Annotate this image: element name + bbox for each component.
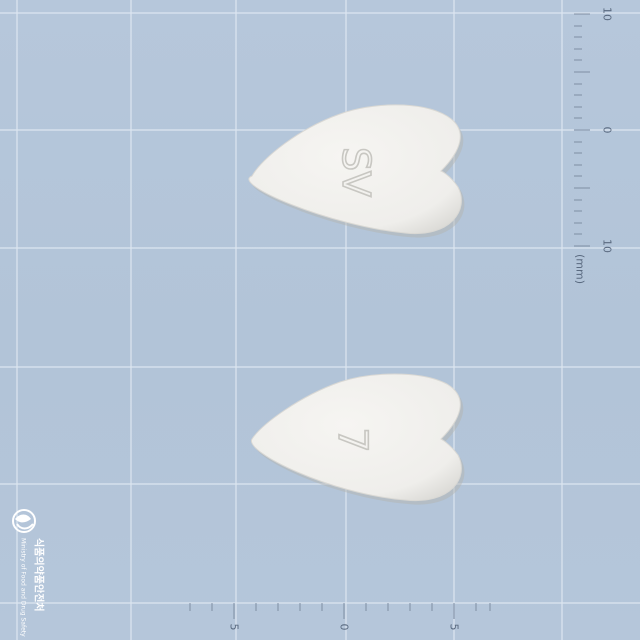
watermark-english: Ministry of Food and Drug Safety: [20, 538, 27, 637]
mfds-emblem-icon: [12, 509, 36, 533]
tablet-back: 7: [251, 373, 465, 505]
watermark-korean: 식품의약품안전처: [33, 538, 46, 612]
tablet-back-imprint: 7: [329, 427, 375, 452]
horizontal-ruler-label-zero: 0: [338, 624, 351, 631]
horizontal-ruler-label-left: 5: [228, 624, 241, 631]
mfds-watermark: 식품의약품안전처 Ministry of Food and Drug Safet…: [12, 509, 46, 637]
vertical-ruler-label-top: 10: [601, 7, 614, 21]
tablet-front: SV: [248, 104, 465, 238]
horizontal-ruler-label-right: 5: [448, 624, 461, 631]
vertical-ruler: [574, 13, 590, 247]
horizontal-ruler: [189, 603, 491, 619]
vertical-ruler-unit: (mm): [574, 254, 587, 284]
vertical-ruler-label-bottom: 10: [601, 239, 614, 253]
tablet-front-imprint: SV: [334, 147, 378, 197]
vertical-ruler-label-zero: 0: [601, 127, 614, 134]
